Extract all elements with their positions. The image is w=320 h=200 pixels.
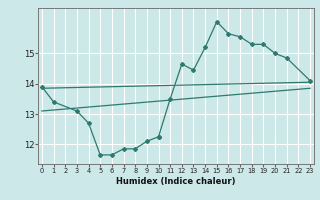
X-axis label: Humidex (Indice chaleur): Humidex (Indice chaleur) [116,177,236,186]
